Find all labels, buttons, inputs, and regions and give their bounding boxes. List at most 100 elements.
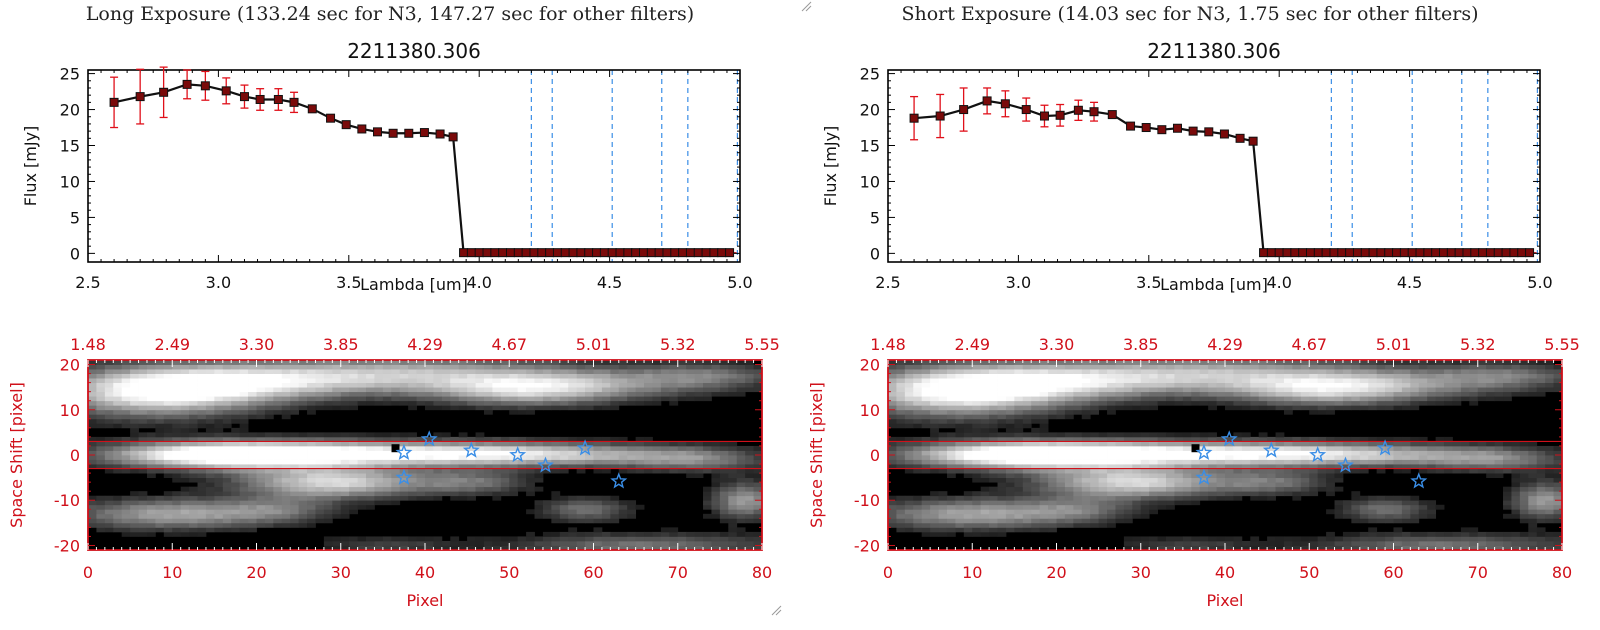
image-pixel: [1326, 369, 1335, 374]
image-pixel: [197, 418, 207, 424]
image-pixel: [1081, 378, 1091, 384]
image-pixel: [1182, 391, 1192, 397]
image-pixel: [214, 391, 224, 397]
image-pixel: [307, 441, 316, 447]
image-pixel: [1342, 455, 1352, 460]
image-pixel: [281, 441, 291, 447]
image-pixel: [1022, 387, 1032, 393]
image-pixel: [1123, 382, 1133, 388]
image-pixel: [1359, 441, 1369, 447]
image-pixel: [467, 495, 476, 501]
image-pixel: [239, 518, 249, 524]
image-pixel: [450, 464, 460, 469]
image-pixel: [896, 464, 906, 469]
image-pixel: [1258, 450, 1268, 456]
image-pixel: [1081, 455, 1091, 460]
image-pixel: [703, 531, 712, 537]
image-pixel: [930, 495, 939, 501]
image-pixel: [1225, 473, 1234, 479]
image-pixel: [425, 382, 434, 388]
image-pixel: [340, 509, 350, 515]
image-pixel: [146, 387, 156, 393]
image-pixel: [1225, 459, 1234, 465]
image-pixel: [1157, 400, 1167, 406]
image-pixel: [610, 455, 620, 460]
image-pixel: [618, 360, 628, 365]
image-pixel: [576, 369, 586, 374]
image-pixel: [509, 400, 519, 406]
image-pixel: [214, 504, 224, 510]
image-pixel: [121, 464, 131, 469]
image-pixel: [416, 445, 426, 451]
image-pixel: [483, 396, 493, 402]
image-pixel: [1191, 468, 1201, 474]
image-pixel: [913, 418, 923, 424]
image-pixel: [888, 513, 897, 519]
image-pixel: [711, 500, 721, 506]
image-pixel: [357, 391, 367, 397]
image-pixel: [972, 491, 982, 497]
image-pixel: [483, 445, 493, 451]
image-pixel: [1107, 364, 1116, 370]
image-pixel: [248, 509, 257, 515]
image-pixel: [559, 441, 569, 447]
image-pixel: [1216, 445, 1226, 451]
image-pixel: [441, 405, 451, 411]
image-pixel: [88, 509, 97, 515]
image-pixel: [332, 486, 342, 492]
image-pixel: [399, 491, 409, 497]
image-pixel: [189, 378, 198, 384]
image-pixel: [256, 387, 266, 393]
data-point: [372, 127, 382, 137]
image-pixel: [264, 509, 274, 515]
image-pixel: [374, 387, 384, 393]
image-pixel: [298, 387, 308, 393]
image-pixel: [1275, 432, 1285, 438]
image-pixel: [189, 382, 198, 388]
image-pixel: [1039, 486, 1049, 492]
image-pixel: [189, 423, 198, 429]
image-pixel: [1123, 540, 1133, 546]
image-pixel: [677, 540, 687, 546]
image-pixel: [946, 423, 956, 429]
image-pixel: [104, 387, 114, 393]
image-pixel: [1166, 495, 1175, 501]
image-pixel: [163, 414, 173, 420]
image-pixel: [946, 459, 956, 465]
data-point: [959, 105, 969, 115]
image-pixel: [1166, 540, 1175, 546]
image-pixel: [205, 373, 215, 379]
image-pixel: [517, 436, 527, 442]
image-pixel: [1090, 436, 1100, 442]
image-pixel: [323, 545, 333, 551]
image-pixel: [1005, 518, 1015, 524]
image-pixel: [593, 445, 603, 451]
image-pixel: [315, 486, 325, 492]
image-pixel: [416, 378, 426, 384]
image-pixel: [366, 495, 375, 501]
image-pixel: [728, 495, 738, 501]
image-pixel: [1275, 486, 1285, 492]
image-pixel: [989, 436, 998, 442]
image-pixel: [458, 491, 468, 497]
image-pixel: [441, 436, 451, 442]
image-pixel: [1292, 387, 1302, 393]
top-wavelength-label: 3.30: [239, 335, 275, 354]
image-pixel: [997, 495, 1007, 501]
image-pixel: [248, 495, 257, 501]
image-pixel: [281, 495, 291, 501]
data-point: [1509, 248, 1519, 258]
image-pixel: [155, 509, 165, 515]
image-pixel: [542, 500, 552, 506]
x-axis-label: Pixel: [406, 591, 443, 610]
image-pixel: [1300, 468, 1310, 474]
image-pixel: [559, 450, 569, 456]
image-pixel: [610, 518, 620, 524]
image-pixel: [551, 360, 561, 365]
image-pixel: [694, 364, 704, 370]
image-pixel: [315, 468, 325, 474]
image-pixel: [1166, 391, 1175, 397]
image-pixel: [264, 373, 274, 379]
image-pixel: [340, 450, 350, 456]
image-pixel: [500, 459, 510, 465]
